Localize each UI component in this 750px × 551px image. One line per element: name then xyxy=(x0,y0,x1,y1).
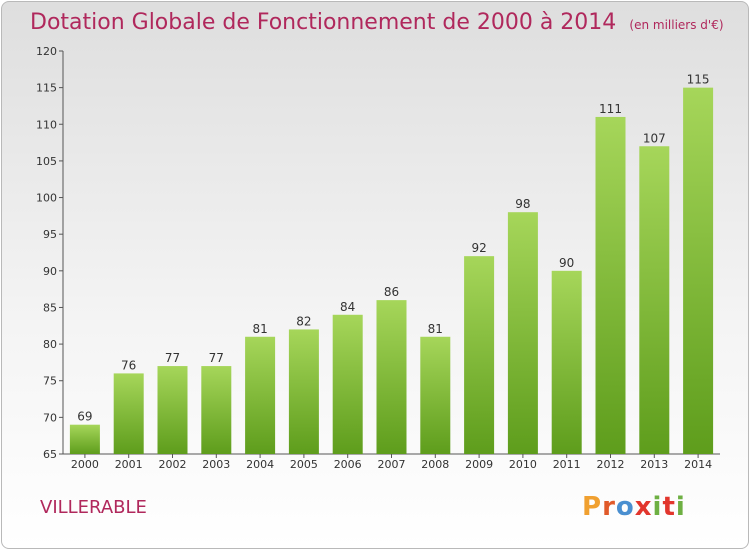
bar-2002 xyxy=(157,366,188,454)
bar-2005 xyxy=(288,329,319,454)
value-label-2002: 77 xyxy=(165,351,180,365)
x-tick-label-2006: 2006 xyxy=(334,458,362,471)
x-tick-label-2001: 2001 xyxy=(115,458,143,471)
bar-2009 xyxy=(464,256,495,454)
value-label-2008: 81 xyxy=(428,322,443,336)
axes: 65 70 75 80 85 90 95 100 105 110 115 120 2000 2001 200… xyxy=(36,45,720,471)
y-tick-label: 65 xyxy=(43,448,57,461)
y-tick-label: 110 xyxy=(36,118,57,131)
y-tick-label: 120 xyxy=(36,45,57,58)
value-label-2006: 84 xyxy=(340,300,355,314)
y-tick-label: 85 xyxy=(43,301,57,314)
bar-2004 xyxy=(245,336,276,454)
bar-2003 xyxy=(201,366,232,454)
bar-2010 xyxy=(507,212,538,454)
x-tick-label-2008: 2008 xyxy=(421,458,449,471)
logo-letter: P xyxy=(582,492,603,522)
value-labels: 69 76 77 77 81 82 84 86 81 92 98 90 111 107 115 xyxy=(77,73,709,424)
chart-title: Dotation Globale de Fonctionnement de 20… xyxy=(30,10,724,35)
value-label-2003: 77 xyxy=(209,351,224,365)
value-label-2001: 76 xyxy=(121,358,136,372)
value-label-2013: 107 xyxy=(643,131,666,145)
value-label-2011: 90 xyxy=(559,256,574,270)
bar-2011 xyxy=(551,270,582,454)
title-unit: (en milliers d'€) xyxy=(629,18,724,32)
commune-name: VILLERABLE xyxy=(40,497,147,518)
value-label-2007: 86 xyxy=(384,285,399,299)
x-tick-label-2002: 2002 xyxy=(159,458,187,471)
value-label-2010: 98 xyxy=(515,197,530,211)
x-tick-label-2005: 2005 xyxy=(290,458,318,471)
bar-2001 xyxy=(113,373,144,454)
y-tick-label: 105 xyxy=(36,155,57,168)
logo-letter: r xyxy=(602,492,616,522)
x-tick-label-2010: 2010 xyxy=(509,458,537,471)
logo-letter: x xyxy=(634,492,653,522)
y-tick-label: 90 xyxy=(43,265,57,278)
bar-2007 xyxy=(376,300,407,454)
bars xyxy=(69,87,714,455)
x-tick-label-2000: 2000 xyxy=(71,458,99,471)
logo-letter: t xyxy=(662,492,676,522)
x-tick-label-2013: 2013 xyxy=(640,458,668,471)
bar-2000 xyxy=(69,424,100,454)
y-tick-label: 80 xyxy=(43,338,57,351)
bar-2014 xyxy=(683,87,714,455)
x-tick-label-2014: 2014 xyxy=(684,458,712,471)
x-tick-label-2009: 2009 xyxy=(465,458,493,471)
value-label-2012: 111 xyxy=(599,102,622,116)
logo-letter: i xyxy=(652,492,663,522)
bar-2008 xyxy=(420,336,451,454)
y-tick-label: 100 xyxy=(36,192,57,205)
bar-2012 xyxy=(595,116,626,454)
value-label-2014: 115 xyxy=(687,73,710,87)
title-text: Dotation Globale de Fonctionnement de 20… xyxy=(30,10,617,35)
x-tick-label-2007: 2007 xyxy=(378,458,406,471)
proxiti-logo: Proxiti xyxy=(582,492,686,522)
value-label-2005: 82 xyxy=(296,314,311,328)
x-tick-label-2011: 2011 xyxy=(553,458,581,471)
x-tick-label-2012: 2012 xyxy=(597,458,625,471)
y-tick-label: 95 xyxy=(43,228,57,241)
x-tick-label-2003: 2003 xyxy=(202,458,230,471)
y-tick-label: 115 xyxy=(36,82,57,95)
x-tick-label-2004: 2004 xyxy=(246,458,274,471)
value-label-2009: 92 xyxy=(471,241,486,255)
bar-2006 xyxy=(332,314,363,454)
value-label-2000: 69 xyxy=(77,410,92,424)
y-tick-label: 70 xyxy=(43,411,57,424)
logo-letter: o xyxy=(615,492,635,522)
bar-2013 xyxy=(639,146,670,454)
value-label-2004: 81 xyxy=(252,322,267,336)
y-tick-label: 75 xyxy=(43,375,57,388)
logo-letter: i xyxy=(675,492,686,522)
